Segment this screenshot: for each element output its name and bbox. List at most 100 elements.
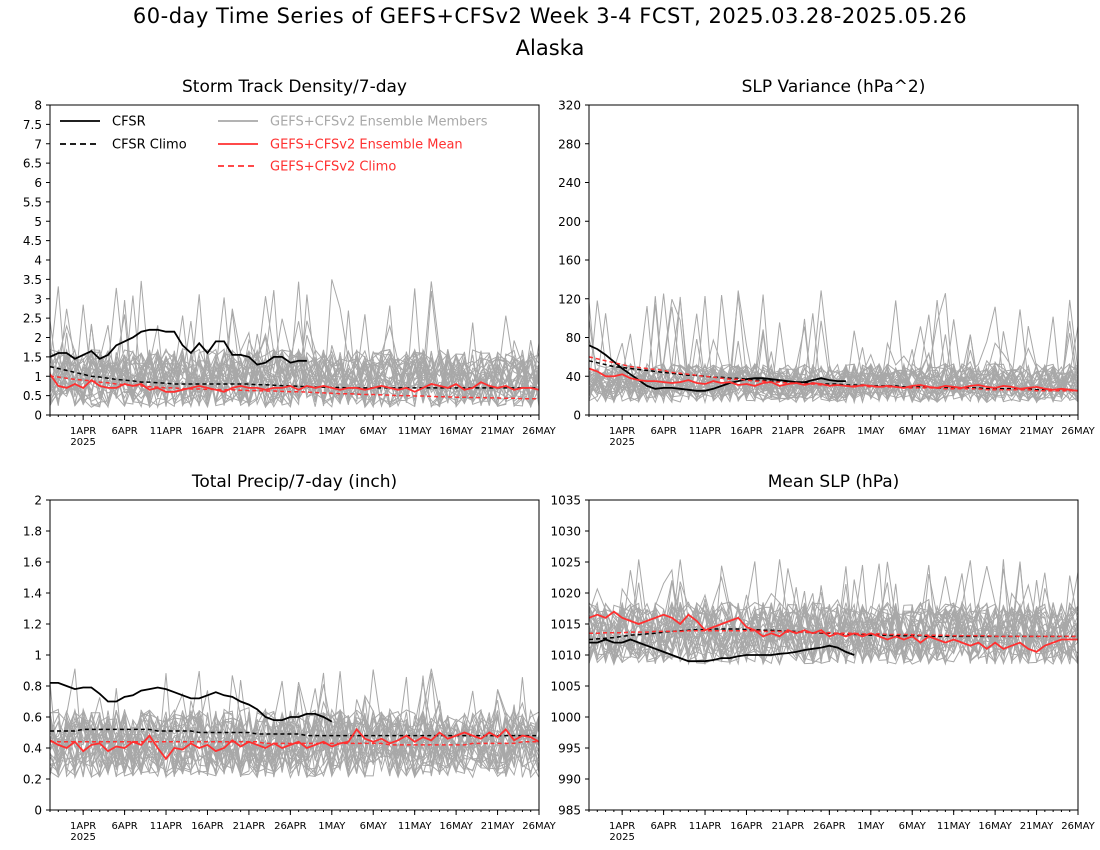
series-cfsr (50, 682, 333, 723)
y-tick-label: 985 (558, 804, 581, 818)
y-tick-label: 0.6 (23, 711, 42, 725)
ensemble-member-line (49, 671, 540, 777)
y-tick-label: 1025 (550, 556, 581, 570)
x-tick-label: 16APR (191, 821, 224, 832)
page-subtitle: Alaska (515, 36, 585, 60)
y-tick-label: 240 (558, 176, 581, 190)
y-tick-label: 4.5 (23, 234, 42, 248)
y-tick-label: 80 (566, 331, 581, 345)
series-cfsr (49, 328, 307, 366)
y-tick-label: 1015 (550, 618, 581, 632)
x-tick-label: 26APR (813, 821, 846, 832)
x-tick-label: 1APR (70, 821, 96, 832)
chart-panel-2: SLP Variance (hPa^2) 0 40 80 120 160 200 240 280… (558, 77, 1096, 448)
y-tick-label: 995 (558, 742, 581, 756)
y-tick-label: 1020 (550, 587, 581, 601)
y-tick-label: 320 (558, 99, 581, 113)
y-tick-label: 990 (558, 773, 581, 787)
legend-label: GEFS+CFSv2 Ensemble Members (270, 115, 488, 130)
y-tick-label: 6.5 (23, 157, 42, 171)
x-tick-label: 26APR (274, 426, 307, 437)
y-tick-label: 1010 (550, 649, 581, 663)
ensemble-members (49, 668, 540, 780)
y-tick-label: 1.2 (23, 618, 42, 632)
x-tick-label: 21APR (772, 426, 805, 437)
y-tick-label: 7 (34, 137, 42, 151)
x-tick-label: 6MAY (360, 821, 388, 832)
y-tick-label: 0 (34, 804, 42, 818)
y-tick-label: 5 (34, 215, 42, 229)
x-tick-label: 16APR (191, 426, 224, 437)
x-tick-label: 21MAY (1020, 821, 1054, 832)
x-tick-label: 1MAY (318, 821, 346, 832)
y-tick-label: 0.4 (23, 742, 42, 756)
y-tick-label: 0.8 (23, 680, 42, 694)
x-tick-label: 11APR (150, 426, 183, 437)
ensemble-member-line (588, 568, 1079, 666)
x-tick-year: 2025 (70, 437, 95, 448)
x-tick-label: 16APR (730, 426, 763, 437)
y-tick-label: 5.5 (23, 195, 42, 209)
x-tick-label: 6MAY (899, 426, 927, 437)
x-tick-label: 11APR (689, 821, 722, 832)
x-tick-label: 1APR (609, 821, 635, 832)
ensemble-member-line (588, 602, 1079, 664)
legend: CFSR CFSR Climo GEFS+CFSv2 Ensemble Member… (60, 115, 488, 175)
x-tick-label: 16MAY (978, 821, 1012, 832)
x-tick-label: 26APR (813, 426, 846, 437)
x-tick-label: 16MAY (439, 821, 473, 832)
y-tick-label: 0 (573, 409, 581, 423)
ensemble-member-line (588, 559, 1079, 665)
series-gefs-cfsv2-climo (50, 741, 539, 746)
y-tick-label: 4 (34, 254, 42, 268)
series-cfsr-climo (49, 365, 539, 389)
x-tick-year: 2025 (609, 437, 634, 448)
y-tick-label: 7.5 (23, 118, 42, 132)
ensemble-member-line (588, 296, 1079, 404)
series-cfsr (588, 344, 846, 392)
ensemble-member-line (49, 709, 540, 778)
ensemble-member-line (588, 565, 1079, 664)
y-tick-label: 2 (34, 494, 42, 508)
y-tick-label: 3.5 (23, 273, 42, 287)
x-tick-label: 21MAY (481, 426, 515, 437)
x-tick-year: 2025 (70, 832, 95, 843)
y-tick-label: 6 (34, 176, 42, 190)
chart-title: SLP Variance (hPa^2) (742, 77, 926, 97)
x-tick-label: 11MAY (398, 426, 432, 437)
x-tick-label: 21APR (233, 821, 266, 832)
ensemble-member-line (588, 326, 1079, 402)
y-tick-label: 0 (34, 409, 42, 423)
y-tick-label: 1.4 (23, 587, 42, 601)
series-gefs-cfsv2-ensemble-mean (49, 373, 540, 393)
series-gefs-cfsv2-ensemble-mean (588, 610, 1078, 653)
y-tick-label: 1.8 (23, 525, 42, 539)
chart-panel-4: Mean SLP (hPa) 985 990 995 1000 1005 1010 1015 1… (550, 472, 1095, 843)
legend-label: CFSR Climo (112, 138, 187, 153)
x-tick-label: 16MAY (439, 426, 473, 437)
ensemble-member-line (49, 288, 540, 408)
x-tick-label: 11MAY (398, 821, 432, 832)
x-tick-label: 1APR (70, 426, 96, 437)
y-tick-label: 8 (34, 99, 42, 113)
page-title: 60-day Time Series of GEFS+CFSv2 Week 3-… (132, 4, 968, 28)
x-tick-label: 26MAY (522, 426, 556, 437)
ensemble-member-line (588, 342, 1079, 404)
x-tick-label: 1APR (609, 426, 635, 437)
y-tick-label: 0.2 (23, 773, 42, 787)
x-tick-label: 16MAY (978, 426, 1012, 437)
series-gefs-cfsv2-ensemble-mean (49, 727, 540, 761)
x-tick-label: 1MAY (857, 426, 885, 437)
y-tick-label: 1.5 (23, 350, 42, 364)
series-cfsr (589, 638, 855, 663)
x-tick-label: 6APR (111, 426, 137, 437)
y-tick-label: 2 (34, 331, 42, 345)
x-tick-label: 11APR (689, 426, 722, 437)
y-tick-label: 160 (558, 254, 581, 268)
x-tick-label: 16APR (730, 821, 763, 832)
ensemble-member-line (588, 299, 1079, 405)
ensemble-member-line (49, 668, 540, 779)
chart-title: Mean SLP (hPa) (768, 472, 900, 492)
chart-title: Storm Track Density/7-day (182, 77, 407, 97)
